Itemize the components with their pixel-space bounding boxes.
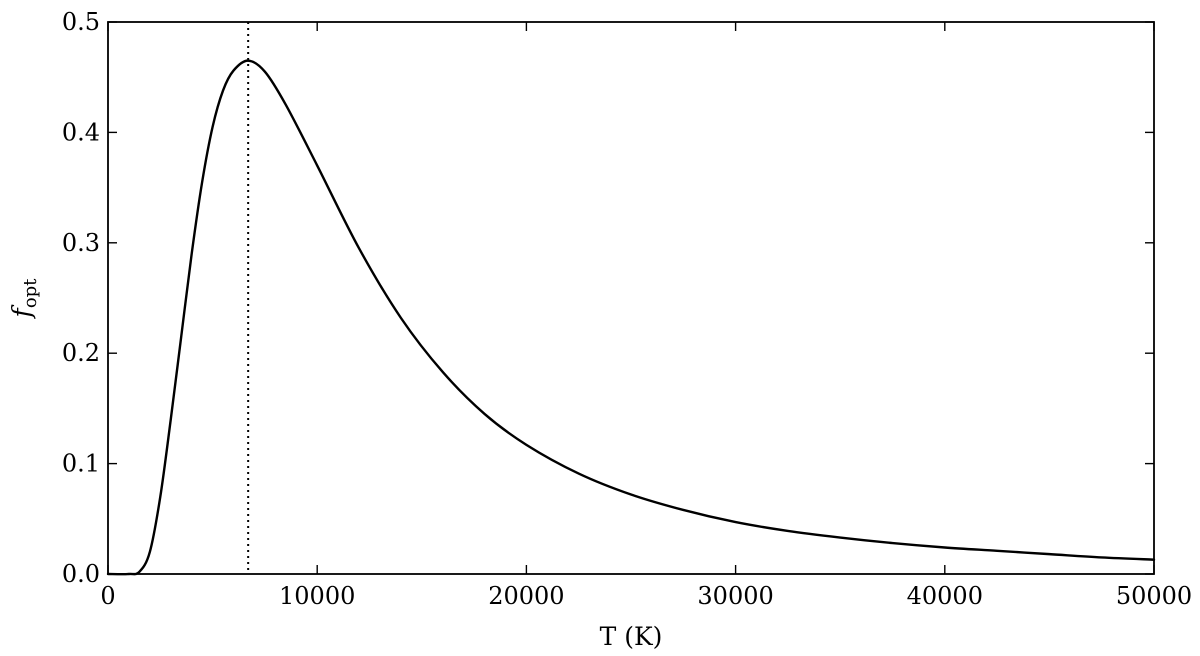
y-axis-label-main: f: [7, 304, 36, 319]
y-tick-label: 0.3: [62, 229, 100, 257]
x-tick-label: 20000: [488, 582, 564, 610]
y-tick-label: 0.1: [62, 450, 100, 478]
x-axis-label: T (K): [600, 622, 663, 651]
x-tick-label: 30000: [697, 582, 773, 610]
plot-frame: [107, 21, 1155, 575]
y-tick-label: 0.5: [62, 8, 100, 36]
x-tick-label: 10000: [279, 582, 355, 610]
y-tick-label: 0.0: [62, 560, 100, 588]
y-axis-label-subscript: opt: [20, 278, 41, 308]
x-tick-label: 0: [100, 582, 115, 610]
y-tick-label: 0.2: [62, 339, 100, 367]
y-axis-label: fopt: [7, 278, 41, 320]
x-tick-label: 50000: [1116, 582, 1192, 610]
x-tick-label: 40000: [907, 582, 983, 610]
y-tick-label: 0.4: [62, 118, 100, 146]
axis-ticks: 0 10000 20000 30000 40000 50000 0.0 0.1 0.2 0.3 0.…: [62, 8, 1192, 610]
series-line: [106, 59, 1156, 576]
plot-area: [106, 22, 1156, 576]
